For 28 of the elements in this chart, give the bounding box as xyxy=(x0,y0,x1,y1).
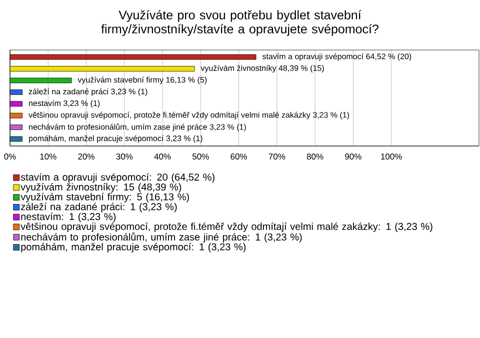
x-tick-label: 10% xyxy=(40,154,56,160)
x-tick-label: 100% xyxy=(381,154,402,160)
legend-label: pomáhám, manžel pracuje svépomocí: 1 (3,23 %) xyxy=(21,242,246,252)
legend-label: záleží na zadané práci: 1 (3,23 %) xyxy=(21,202,177,212)
x-tick-label: 60% xyxy=(230,154,247,160)
legend-label: nestavím: 1 (3,23 %) xyxy=(21,212,116,222)
x-tick-label: 40% xyxy=(154,154,171,160)
legend-label: nechávám to profesionálům, umím zase jiné práce: 1 (3,23 %) xyxy=(21,232,302,243)
data-label: nechávám to profesionálům, umím zase jiné práce 3,23 % (1) xyxy=(29,123,246,132)
x-tick-label: 90% xyxy=(345,154,362,160)
data-label: nestavím 3,23 % (1) xyxy=(29,100,100,108)
data-label: pomáhám, manžel pracuje svépomocí 3,23 % (1) xyxy=(29,135,202,143)
data-label: využívám živnostníky 48,39 % (15) xyxy=(200,64,324,73)
data-label: většinou opravuji svépomocí, protože fi.téměř vždy odmítají velmi malé zakázky 3,23 % (1) xyxy=(28,112,349,120)
legend-label: většinou opravuji svépomocí, protože fi.téměř vždy odmítají velmi malé zakázky: 1 (3,23 %) xyxy=(20,222,432,232)
x-tick-label: 30% xyxy=(116,154,133,160)
x-tick-label: 70% xyxy=(268,154,286,160)
legend-label: stavím a opravuji svépomocí: 20 (64,52 %) xyxy=(20,173,214,183)
data-label: stavím a opravuji svépomocí 64,52 % (20) xyxy=(262,53,412,61)
x-tick-label: 50% xyxy=(192,154,209,160)
data-label: využívám stavební firmy 16,13 % (5) xyxy=(78,76,207,84)
chart-title: Využíváte pro svou potřebu bydlet stavební firmy/živnostníky/stavíte a opravujete svépomocí? xyxy=(101,10,378,36)
data-label: záleží na zadané práci 3,23 % (1) xyxy=(28,88,148,96)
x-tick-label: 0% xyxy=(4,154,16,160)
x-tick-label: 20% xyxy=(78,154,94,160)
legend-label: využívám živnostníky: 15 (48,39 %) xyxy=(20,183,182,192)
x-tick-label: 80% xyxy=(306,154,324,160)
legend-label: využívám stavební firmy: 5 (16,13 %) xyxy=(20,192,189,202)
